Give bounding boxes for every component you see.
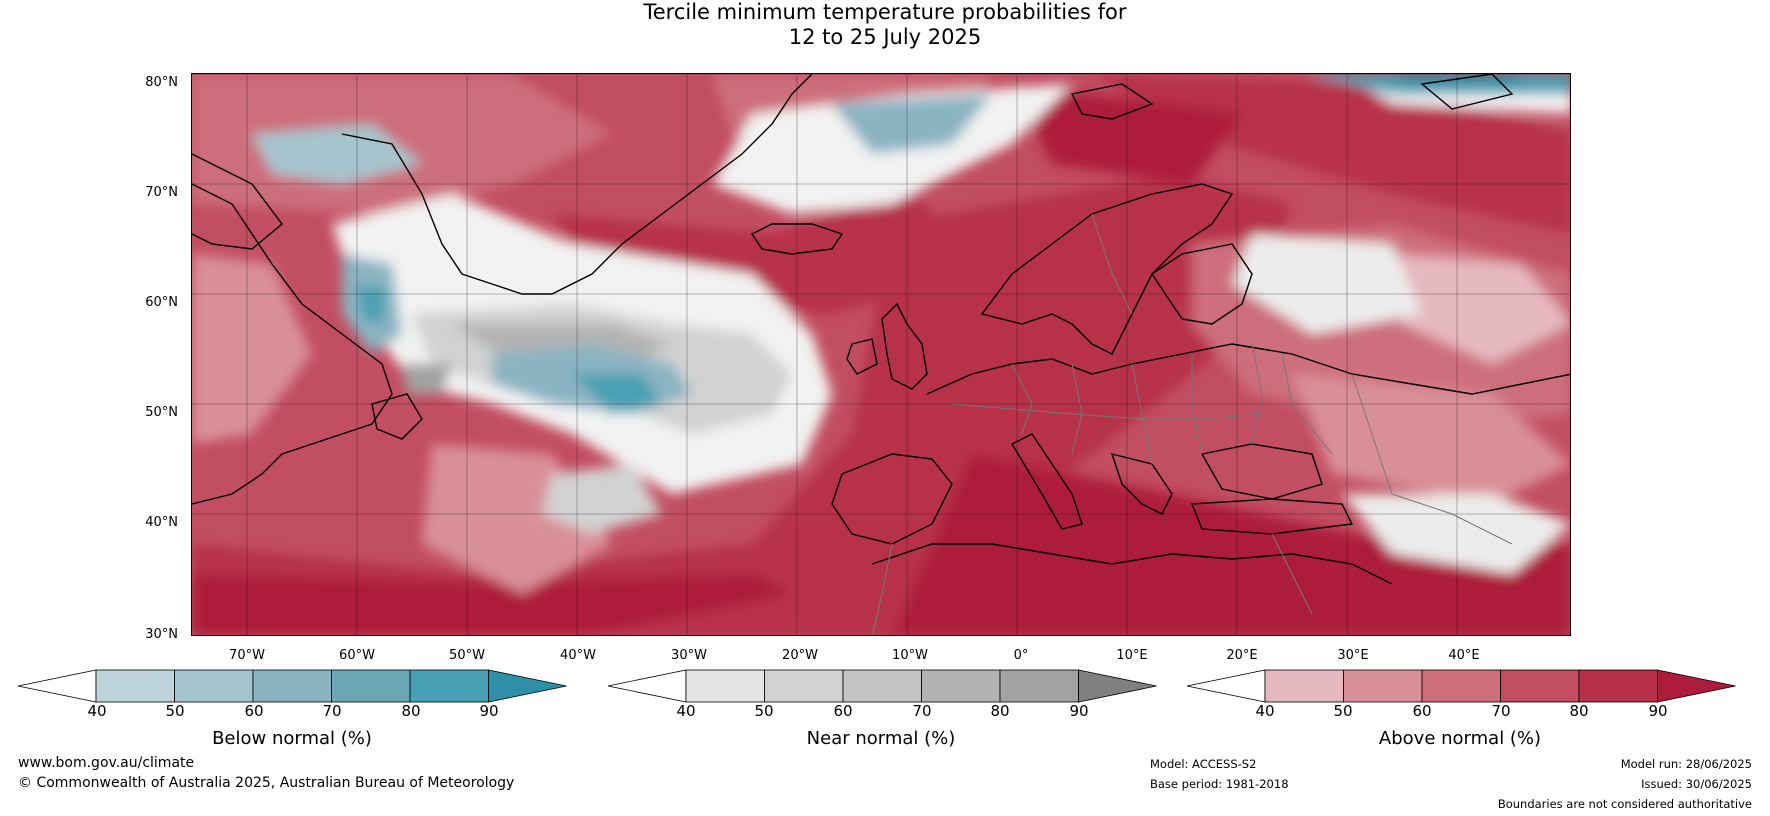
footer-website: www.bom.gov.au/climate bbox=[18, 755, 195, 771]
colorbar-near-tick-50: 50 bbox=[754, 702, 774, 720]
colorbar-near-label: Near normal (%) bbox=[806, 728, 956, 749]
footer-model: Model: ACCESS-S2 bbox=[1150, 757, 1257, 771]
lat-label-70n: 70°N bbox=[145, 185, 178, 200]
colorbar-below-tick-90: 90 bbox=[479, 702, 499, 720]
lon-label-10e: 10°E bbox=[1116, 648, 1148, 663]
colorbar-above-segment bbox=[1343, 669, 1423, 703]
colorbar-below-segment bbox=[331, 669, 411, 703]
colorbar-near-segment bbox=[685, 669, 765, 703]
colorbar-below-tick-60: 60 bbox=[244, 702, 264, 720]
colorbar-below-segment bbox=[409, 669, 489, 703]
lat-label-60n: 60°N bbox=[145, 295, 178, 310]
colorbar-below-tick-40: 40 bbox=[87, 702, 107, 720]
lat-label-80n: 80°N bbox=[145, 75, 178, 90]
footer-base-period: Base period: 1981-2018 bbox=[1150, 777, 1289, 791]
lon-label-20w: 20°W bbox=[782, 648, 818, 663]
probability-fields bbox=[192, 74, 1570, 635]
colorbar-above-label: Above normal (%) bbox=[1378, 728, 1542, 749]
colorbar-above-tick-70: 70 bbox=[1491, 702, 1511, 720]
footer-disclaimer: Boundaries are not considered authoritat… bbox=[1497, 797, 1752, 811]
colorbar-near-tick-60: 60 bbox=[833, 702, 853, 720]
colorbar-near-extend-low bbox=[607, 669, 687, 703]
lon-label-30w: 30°W bbox=[671, 648, 707, 663]
footer-model-run: Model run: 28/06/2025 bbox=[1620, 757, 1752, 771]
colorbar-below-segment bbox=[95, 669, 175, 703]
lon-label-10w: 10°W bbox=[892, 648, 928, 663]
colorbar-above-segment bbox=[1421, 669, 1501, 703]
lat-label-50n: 50°N bbox=[145, 405, 178, 420]
probability-map bbox=[191, 73, 1571, 636]
colorbar-near-tick-90: 90 bbox=[1069, 702, 1089, 720]
lon-label-20e: 20°E bbox=[1226, 648, 1258, 663]
lon-label-50w: 50°W bbox=[449, 648, 485, 663]
colorbar-above bbox=[1186, 668, 1737, 704]
lon-label-0: 0° bbox=[1013, 648, 1029, 663]
colorbar-above-tick-90: 90 bbox=[1648, 702, 1668, 720]
gridlines bbox=[192, 74, 1570, 635]
title-line-1: Tercile minimum temperature probabilitie… bbox=[643, 0, 1127, 24]
lon-label-40w: 40°W bbox=[560, 648, 596, 663]
colorbar-near-segment bbox=[842, 669, 922, 703]
colorbar-below-segment bbox=[252, 669, 332, 703]
colorbar-near-tick-80: 80 bbox=[990, 702, 1010, 720]
colorbar-below-label: Below normal (%) bbox=[212, 728, 372, 749]
colorbar-near bbox=[607, 668, 1158, 704]
lon-label-70w: 70°W bbox=[229, 648, 265, 663]
colorbar-below-segment bbox=[174, 669, 254, 703]
lon-label-30e: 30°E bbox=[1337, 648, 1369, 663]
colorbar-above-segment bbox=[1578, 669, 1658, 703]
lon-label-60w: 60°W bbox=[339, 648, 375, 663]
colorbar-near-svg bbox=[607, 669, 1157, 703]
colorbar-above-tick-40: 40 bbox=[1255, 702, 1275, 720]
colorbar-below-extend-low bbox=[17, 669, 97, 703]
colorbar-below-svg bbox=[17, 669, 567, 703]
colorbar-above-svg bbox=[1186, 669, 1736, 703]
lon-label-40e: 40°E bbox=[1448, 648, 1480, 663]
colorbar-below-tick-80: 80 bbox=[401, 702, 421, 720]
colorbar-above-tick-80: 80 bbox=[1569, 702, 1589, 720]
colorbar-above-extend-high bbox=[1657, 669, 1736, 703]
footer-copyright: © Commonwealth of Australia 2025, Austra… bbox=[18, 775, 515, 791]
colorbar-above-segment bbox=[1500, 669, 1580, 703]
map-svg bbox=[192, 74, 1570, 635]
colorbar-above-tick-50: 50 bbox=[1333, 702, 1353, 720]
colorbar-near-tick-70: 70 bbox=[912, 702, 932, 720]
title-line-2: 12 to 25 July 2025 bbox=[788, 25, 982, 49]
colorbar-above-tick-60: 60 bbox=[1412, 702, 1432, 720]
colorbar-below-tick-50: 50 bbox=[165, 702, 185, 720]
colorbar-near-tick-40: 40 bbox=[676, 702, 696, 720]
colorbar-near-segment bbox=[921, 669, 1001, 703]
colorbar-below-extend-high bbox=[488, 669, 567, 703]
chart-title: Tercile minimum temperature probabilitie… bbox=[0, 0, 1770, 50]
colorbar-above-extend-low bbox=[1186, 669, 1266, 703]
lat-label-40n: 40°N bbox=[145, 515, 178, 530]
lat-label-30n: 30°N bbox=[145, 627, 178, 642]
borders bbox=[871, 213, 1513, 635]
footer-issued: Issued: 30/06/2025 bbox=[1641, 777, 1752, 791]
colorbar-above-segment bbox=[1264, 669, 1344, 703]
colorbar-below-tick-70: 70 bbox=[322, 702, 342, 720]
colorbar-near-segment bbox=[764, 669, 844, 703]
colorbar-near-segment bbox=[999, 669, 1079, 703]
colorbar-near-extend-high bbox=[1078, 669, 1157, 703]
colorbar-below bbox=[17, 668, 568, 704]
